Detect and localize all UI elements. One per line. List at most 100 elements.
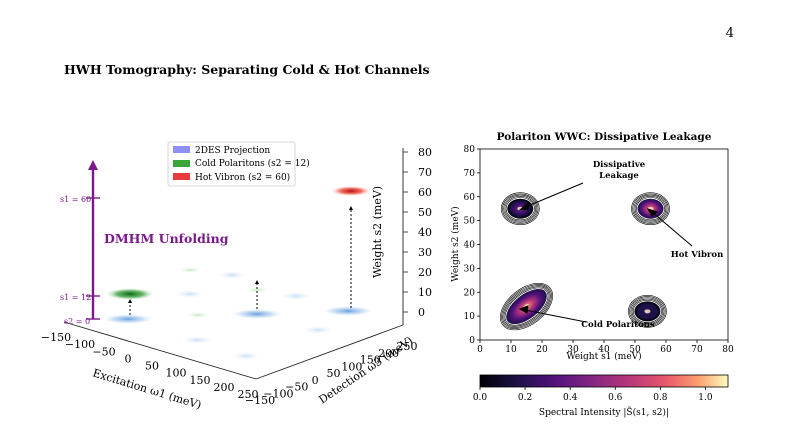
heatmap-xtick-label: 0 — [477, 345, 483, 355]
y-tick-label: 0 — [312, 374, 319, 387]
legend: 2DES Projection Cold Polaritons (s2 = 12… — [167, 141, 310, 187]
y-tick-label: −100 — [263, 387, 293, 400]
arrow-head — [128, 299, 132, 303]
legend-label-2des: 2DES Projection — [195, 146, 270, 156]
floor-blob-faint — [181, 336, 213, 344]
heatmap-peak — [628, 295, 667, 328]
x-tick-label: 50 — [145, 360, 159, 373]
contour-ring — [628, 295, 667, 328]
y-tick-label: −50 — [285, 381, 308, 394]
scale-label-s2-0: s2 = 0 — [64, 317, 90, 326]
contour-ring — [505, 197, 535, 221]
contour-ring — [500, 282, 553, 331]
legend-label-hot: Hot Vibron (s2 = 60) — [195, 172, 290, 183]
leakage-arrow — [522, 182, 584, 209]
annotation-cold-polaritons: Cold Polaritons — [581, 320, 655, 330]
colorbar-tick-label: 0.0 — [473, 393, 488, 403]
y-tick-label: 250 — [397, 340, 418, 353]
x-tick-label: 150 — [190, 374, 211, 387]
z-tick-label: 10 — [418, 286, 432, 299]
green-blob-faint — [186, 312, 210, 318]
z-tick-label: 20 — [418, 266, 432, 279]
colorbar-label: Spectral Intensity |S̃(s1, s2)| — [539, 406, 669, 418]
legend-swatch-cold — [173, 160, 190, 167]
x-tick-label: −50 — [92, 345, 115, 358]
heatmap-xtick-label: 20 — [536, 345, 548, 355]
scale-label-s1-12: s1 = 12 — [60, 293, 91, 302]
z-tick-label: 0 — [418, 306, 425, 319]
x-tick-label: 250 — [238, 388, 259, 401]
heatmap-ytick-label: 60 — [464, 193, 476, 203]
x-tick-label: 100 — [166, 367, 187, 380]
contour-ring — [504, 195, 536, 222]
x-tick-label: 0 — [125, 352, 132, 365]
y-tick-label: −150 — [245, 394, 275, 407]
legend-label-cold: Cold Polaritons (s2 = 12) — [195, 158, 310, 169]
colorbar-tick-label: 0.4 — [563, 393, 578, 403]
z-tick-label: 50 — [418, 206, 432, 219]
colorbar-tick-label: 1.0 — [698, 393, 713, 403]
cold-polaritons-arrow — [524, 309, 587, 323]
arrow-head — [349, 206, 353, 210]
contour-ring — [633, 194, 668, 223]
heatmap-ylabel: Weight s2 (meV) — [450, 206, 461, 281]
floor-blob-faint — [302, 326, 334, 334]
contour-ring — [502, 193, 539, 224]
heatmap-xtick-label: 70 — [691, 345, 703, 355]
contour-ring — [501, 284, 552, 330]
x-tick-label: −150 — [41, 331, 71, 344]
heatmap-xtick-label: 80 — [722, 345, 734, 355]
x-tick-label: 200 — [214, 381, 235, 394]
legend-swatch-2des — [173, 146, 190, 153]
heatmap-xtick-label: 60 — [660, 345, 672, 355]
cold-polaritons-blob — [106, 288, 154, 300]
floor-blob-center — [232, 309, 282, 319]
heatmap-ytick-label: 0 — [469, 336, 475, 346]
contour-ring — [631, 298, 664, 325]
contour-ring — [500, 192, 540, 225]
heatmap-ytick-label: 50 — [464, 217, 476, 227]
heatmap-ytick-label: 40 — [464, 241, 476, 251]
arrow-head — [255, 280, 259, 284]
floor-blob-faint — [218, 271, 246, 279]
z-tick-label: 80 — [418, 146, 432, 159]
page-number: 4 — [725, 26, 734, 41]
z-axis-label: Weight s2 (meV) — [371, 186, 384, 278]
y-axis-line — [255, 324, 404, 380]
x-axis-line — [63, 321, 257, 380]
peak-core — [644, 309, 651, 314]
contour-ring — [631, 192, 670, 225]
green-blob-faint — [245, 287, 269, 293]
contour-ring — [632, 193, 669, 224]
heatmap-ytick-label: 30 — [464, 264, 476, 274]
dmhm-arrow-head — [88, 160, 98, 170]
heatmap-xtick-label: 10 — [505, 345, 517, 355]
section-title: HWH Tomography: Separating Cold & Hot Ch… — [64, 62, 430, 77]
heatmap-xlabel: Weight s1 (meV) — [566, 351, 641, 362]
heatmap-ytick-label: 80 — [464, 145, 476, 155]
floor-blob-faint — [176, 290, 204, 298]
colorbar-tick-label: 0.2 — [518, 393, 532, 403]
z-tick-label: 30 — [418, 246, 432, 259]
z-tick-label: 40 — [418, 226, 432, 239]
y-tick-label: 200 — [378, 347, 399, 360]
x-tick-label: −100 — [65, 338, 95, 351]
floor-blob-cold — [103, 314, 153, 324]
annotation-dissipative: Dissipative — [593, 160, 646, 170]
heatmap-ytick-label: 20 — [464, 288, 476, 298]
contour-ring — [629, 296, 666, 327]
heatmap-ytick-label: 10 — [464, 312, 476, 322]
dmhm-annotation: DMHM Unfolding — [104, 231, 229, 246]
floor-blob-hot — [323, 306, 373, 316]
annotation-leakage: Leakage — [599, 171, 639, 181]
heatmap-peak — [631, 192, 670, 225]
contour-ring — [503, 286, 550, 327]
heatmap-ytick-label: 70 — [464, 169, 476, 179]
colorbar-tick-label: 0.8 — [653, 393, 668, 403]
z-tick-label: 70 — [418, 166, 432, 179]
contour-ring — [504, 287, 549, 326]
heatmap-title: Polariton WWC: Dissipative Leakage — [497, 131, 712, 143]
green-blob-faint — [178, 267, 202, 273]
